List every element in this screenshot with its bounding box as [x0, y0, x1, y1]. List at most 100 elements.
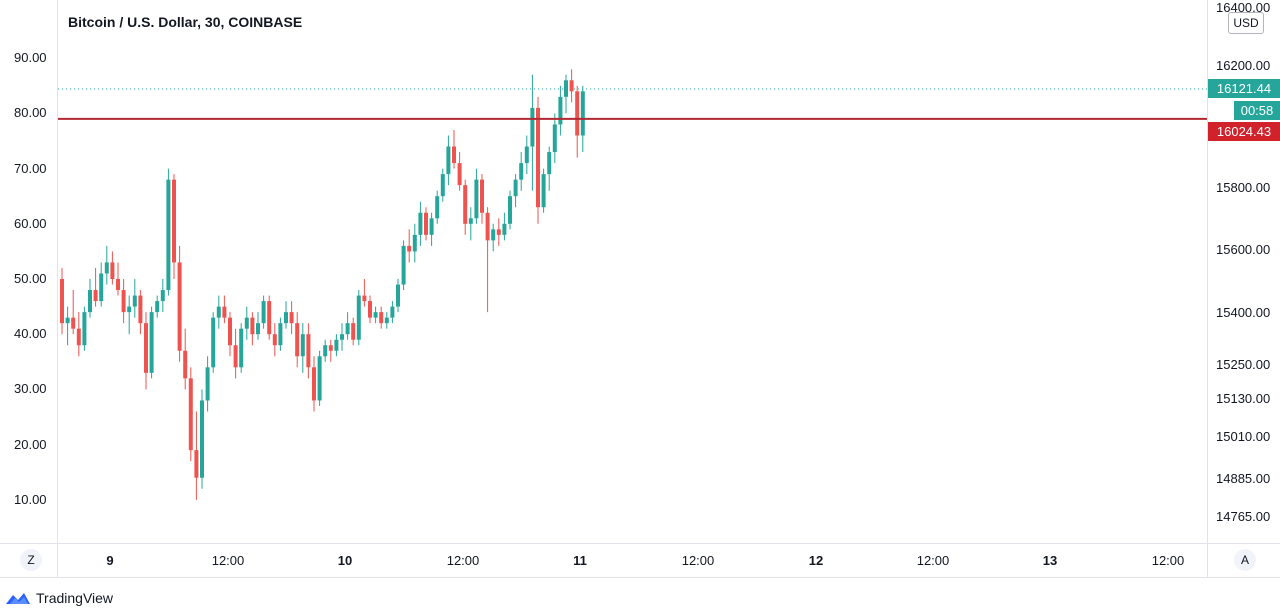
candle — [491, 223, 496, 252]
candle — [250, 312, 255, 346]
candle-body — [429, 218, 434, 235]
candle-body — [424, 212, 428, 235]
candle — [183, 328, 188, 390]
candle — [384, 312, 389, 329]
candle-body — [446, 146, 451, 175]
candle-body — [278, 323, 283, 346]
candle — [228, 312, 232, 357]
left-axis-tick-label: 80.00 — [14, 105, 47, 121]
candle-body — [166, 179, 171, 291]
candle-body — [575, 91, 580, 136]
candle-body — [121, 290, 126, 313]
candle — [452, 129, 456, 169]
chart-title: Bitcoin / U.S. Dollar, 30, COINBASE — [68, 14, 303, 30]
candle-body — [256, 323, 260, 335]
candle-body — [110, 262, 115, 279]
right-axis-tick-label: 16400.00 — [1216, 0, 1271, 15]
candle-body — [541, 174, 546, 208]
tradingview-brand[interactable]: TradingView — [4, 588, 113, 608]
right-axis-tick-label: 15250.00 — [1216, 357, 1271, 372]
candle — [272, 323, 277, 357]
candle-body — [340, 334, 344, 340]
candle — [300, 323, 305, 373]
candle-body — [267, 301, 272, 335]
left-axis-border — [57, 0, 58, 577]
candle-body — [379, 312, 384, 324]
candle — [575, 85, 580, 158]
candle-body — [323, 345, 328, 357]
candle — [127, 295, 132, 335]
candle-body — [474, 179, 479, 219]
auto-scale-button[interactable]: A — [1234, 549, 1256, 571]
candle-body — [88, 290, 92, 313]
candle-body — [435, 196, 440, 219]
candle — [132, 279, 137, 318]
candle — [547, 146, 552, 191]
brand-name: TradingView — [36, 590, 114, 606]
candle-body — [390, 306, 395, 318]
candle-body — [250, 317, 255, 335]
candle-body — [513, 179, 518, 197]
zoom-button[interactable]: Z — [20, 549, 42, 571]
candle-body — [222, 306, 227, 318]
candle — [317, 350, 322, 406]
candle — [564, 74, 568, 114]
candle-body — [194, 450, 199, 478]
candle-body — [60, 279, 64, 324]
candle — [502, 212, 507, 241]
candle-body — [547, 152, 552, 175]
candle-body — [138, 295, 143, 324]
right-axis-tick-label: 15130.00 — [1216, 391, 1271, 406]
right-axis-border — [1207, 0, 1208, 577]
bottom-border — [0, 577, 1280, 578]
candle-body — [272, 334, 277, 346]
candle — [390, 301, 395, 324]
candle — [256, 312, 260, 340]
candle-body — [502, 223, 507, 235]
last-price-tag: 16121.44 — [1208, 79, 1280, 98]
candle — [334, 334, 339, 357]
candle — [312, 356, 316, 412]
candle — [323, 339, 328, 362]
candle — [496, 218, 501, 246]
right-axis-tick-label: 15010.00 — [1216, 429, 1271, 444]
candle-body — [396, 284, 400, 307]
candle-body — [384, 317, 389, 324]
candle — [485, 207, 490, 313]
left-axis-tick-label: 50.00 — [14, 271, 47, 286]
candle-body — [312, 367, 316, 401]
time-axis-tick-label: 12:00 — [446, 553, 480, 568]
candle-body — [457, 163, 462, 186]
candle — [71, 290, 76, 335]
candle-body — [200, 400, 204, 478]
candle — [295, 312, 300, 368]
candle — [407, 229, 412, 263]
candle-body — [233, 345, 238, 368]
candle-body — [149, 312, 154, 373]
currency-label[interactable]: USD — [1228, 12, 1264, 34]
candle-body — [524, 146, 529, 164]
candle-body — [177, 262, 182, 351]
left-axis-tick-label: 60.00 — [14, 215, 47, 231]
candle — [513, 174, 518, 208]
candle-body — [160, 290, 165, 302]
candle-body — [82, 312, 87, 346]
candle — [368, 295, 372, 324]
candle-body — [228, 317, 232, 346]
candle — [429, 212, 434, 246]
candle-body — [552, 124, 557, 153]
time-axis-tick-label: 13 — [1042, 553, 1058, 568]
candle-body — [216, 306, 221, 318]
candle-body — [356, 295, 361, 340]
left-axis-tick-label: 40.00 — [14, 326, 47, 342]
candle — [401, 240, 406, 291]
candle-body — [132, 295, 137, 307]
candle — [155, 295, 160, 318]
candle — [110, 251, 115, 285]
candle — [463, 179, 468, 235]
candle-body — [65, 317, 70, 324]
candle-body — [519, 163, 524, 180]
candle — [362, 279, 367, 307]
candle — [519, 152, 524, 191]
